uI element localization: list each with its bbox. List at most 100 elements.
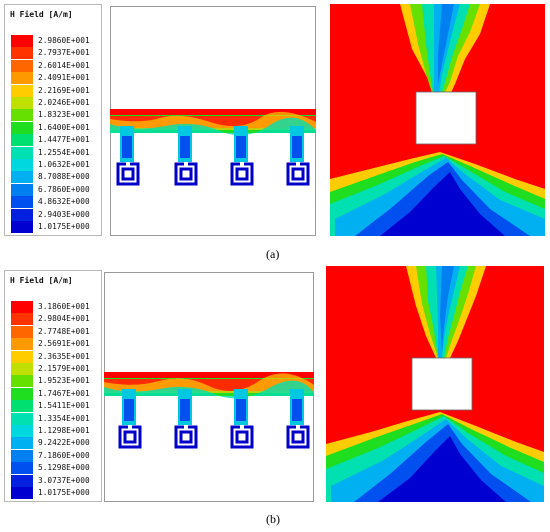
legend-swatch — [11, 462, 33, 475]
legend-row: 2.9804E+001 — [11, 313, 99, 326]
legend-row: 1.9523E+001 — [11, 375, 99, 388]
zoomed-field-plot-a — [330, 4, 545, 236]
legend-title-b: H Field [A/m] — [10, 276, 73, 285]
legend-value: 1.0175E+000 — [38, 222, 90, 231]
legend-swatch — [11, 350, 33, 363]
legend-swatch — [11, 109, 33, 122]
legend-value: 2.5691E+001 — [38, 339, 90, 349]
legend-swatch — [11, 59, 33, 72]
legend-swatch — [11, 313, 33, 326]
legend-row: 2.9860E+001 — [11, 35, 99, 47]
legend-swatch — [11, 208, 33, 221]
legend-swatch — [11, 196, 33, 209]
legend-swatch — [11, 221, 33, 233]
legend-value: 1.6400E+001 — [38, 122, 90, 132]
legend-row: 2.1579E+001 — [11, 363, 99, 375]
legend-value: 3.0737E+000 — [38, 475, 90, 485]
legend-swatch — [11, 35, 33, 47]
legend-value: 2.9403E+000 — [38, 209, 90, 219]
legend-swatch — [11, 387, 33, 400]
legend-value: 2.7937E+001 — [38, 48, 90, 58]
legend-row: 1.0632E+001 — [11, 159, 99, 171]
legend-row: 1.3354E+001 — [11, 412, 99, 425]
legend-value: 2.0246E+001 — [38, 98, 90, 107]
legend-swatch — [11, 97, 33, 109]
legend-value: 8.7088E+000 — [38, 172, 90, 182]
legend-swatch — [11, 159, 33, 171]
stub-group-a — [120, 126, 304, 162]
legend-row: 1.4477E+001 — [11, 134, 99, 147]
legend-value: 2.4091E+001 — [38, 73, 90, 83]
legend-value: 2.9804E+001 — [38, 314, 90, 324]
legend-value: 1.4477E+001 — [38, 135, 90, 145]
legend-value: 1.3354E+001 — [38, 413, 90, 423]
legend-b: H Field [A/m] 3.1860E+001 2.9804E+001 2.77… — [4, 270, 102, 502]
legend-value: 2.3635E+001 — [38, 351, 90, 361]
legend-row: 1.7467E+001 — [11, 387, 99, 400]
antenna-array-field-plot-b — [104, 272, 314, 502]
legend-value: 7.1860E+000 — [38, 450, 90, 460]
legend-value: 2.1579E+001 — [38, 364, 90, 373]
legend-swatch — [11, 72, 33, 85]
legend-value: 1.9523E+001 — [38, 376, 90, 386]
legend-row: 6.7860E+000 — [11, 183, 99, 196]
legend-value: 5.1298E+000 — [38, 463, 90, 473]
legend-value: 6.7860E+000 — [38, 184, 90, 194]
legend-row: 1.5411E+001 — [11, 400, 99, 413]
legend-row: 5.1298E+000 — [11, 462, 99, 475]
caption-a: (a) — [266, 247, 280, 261]
legend-row: 3.0737E+000 — [11, 474, 99, 487]
caption-b: (b) — [266, 512, 280, 526]
legend-value: 1.8323E+001 — [38, 110, 90, 120]
legend-a: H Field [A/m] 2.9860E+001 2.7937E+001 2.60… — [4, 4, 102, 236]
legend-value: 2.9860E+001 — [38, 36, 90, 45]
stub-group-b — [122, 389, 304, 425]
legend-swatch — [11, 325, 33, 338]
legend-row: 1.0175E+000 — [11, 487, 99, 499]
legend-swatch — [11, 171, 33, 184]
legend-value: 3.1860E+001 — [38, 302, 90, 311]
legend-swatch — [11, 412, 33, 425]
legend-row: 1.6400E+001 — [11, 121, 99, 134]
zoomed-field-plot-b — [326, 266, 544, 502]
legend-row: 8.7088E+000 — [11, 171, 99, 184]
legend-value: 1.2554E+001 — [38, 147, 90, 157]
legend-swatch — [11, 449, 33, 462]
legend-row: 3.1860E+001 — [11, 301, 99, 313]
legend-swatch — [11, 134, 33, 147]
legend-value: 2.6014E+001 — [38, 60, 90, 70]
legend-value: 1.0175E+000 — [38, 488, 90, 497]
legend-row: 2.7748E+001 — [11, 325, 99, 338]
legend-row: 2.3635E+001 — [11, 350, 99, 363]
legend-swatch — [11, 425, 33, 437]
legend-row: 7.1860E+000 — [11, 449, 99, 462]
legend-swatch — [11, 47, 33, 60]
legend-row: 1.0175E+000 — [11, 221, 99, 233]
legend-value: 1.1298E+001 — [38, 426, 90, 435]
legend-swatch — [11, 183, 33, 196]
legend-row: 1.2554E+001 — [11, 146, 99, 159]
legend-row: 2.0246E+001 — [11, 97, 99, 109]
legend-row: 1.8323E+001 — [11, 109, 99, 122]
antenna-array-field-plot-a — [110, 6, 316, 236]
legend-row: 1.1298E+001 — [11, 425, 99, 437]
legend-swatch — [11, 400, 33, 413]
legend-row: 2.4091E+001 — [11, 72, 99, 85]
legend-swatch — [11, 363, 33, 375]
legend-swatch — [11, 474, 33, 487]
legend-value: 1.5411E+001 — [38, 401, 90, 411]
legend-value: 4.8632E+000 — [38, 197, 90, 207]
legend-title-a: H Field [A/m] — [10, 10, 73, 19]
legend-swatch — [11, 437, 33, 450]
legend-row: 2.7937E+001 — [11, 47, 99, 60]
legend-row: 4.8632E+000 — [11, 196, 99, 209]
legend-swatch — [11, 487, 33, 499]
legend-value: 2.7748E+001 — [38, 326, 90, 336]
legend-row: 9.2422E+000 — [11, 437, 99, 450]
legend-value: 1.0632E+001 — [38, 160, 90, 169]
legend-swatch — [11, 146, 33, 159]
legend-row: 2.2169E+001 — [11, 84, 99, 97]
legend-swatch — [11, 375, 33, 388]
legend-swatch — [11, 84, 33, 97]
legend-value: 1.7467E+001 — [38, 388, 90, 398]
